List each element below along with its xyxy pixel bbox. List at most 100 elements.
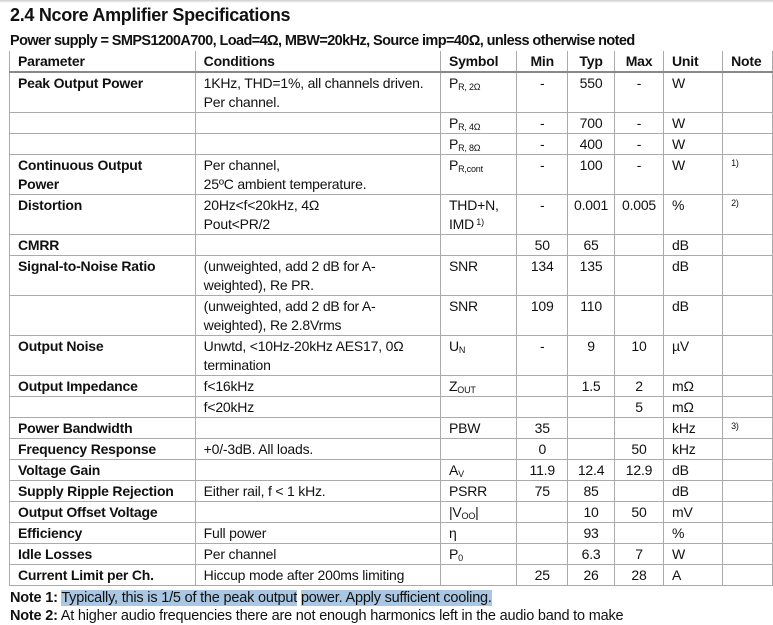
symbol-subscript: OO	[461, 511, 476, 521]
cell-parameter	[9, 112, 196, 134]
table-row: Voltage Gain AV 11.9 12.4 12.9 dB	[9, 459, 773, 481]
cell-max: 12.9	[614, 459, 665, 481]
cell-typ	[567, 396, 616, 418]
cell-max: -	[614, 112, 665, 134]
cell-typ	[567, 438, 616, 460]
symbol-text: SNR	[448, 258, 478, 274]
cell-max: 5	[614, 396, 665, 418]
table-row: Current Limit per Ch. Hiccup mode after 2…	[9, 564, 773, 586]
cell-max: 28	[614, 564, 665, 586]
cell-max: 50	[614, 501, 665, 523]
cell-conditions: +0/-3dB. All loads.	[194, 438, 441, 460]
cell-unit: mΩ	[663, 375, 724, 397]
condition-text: f<16kHz	[203, 378, 255, 394]
header-min: Min	[516, 51, 569, 73]
table-row: Output Noise Unwtd, <10Hz-20kHz AES17, 0Ω…	[9, 335, 773, 376]
condition-text: 25ºC ambient temperature.	[203, 176, 367, 192]
cell-conditions	[194, 417, 441, 439]
cell-parameter: Frequency Response	[9, 438, 196, 460]
cell-max	[614, 417, 665, 439]
table-row: Power Bandwidth PBW 35 kHz 3)	[9, 417, 773, 439]
symbol-text: P	[448, 546, 459, 562]
cell-parameter: Voltage Gain	[9, 459, 196, 481]
table-row: f<20kHz 5 mΩ	[9, 396, 773, 418]
symbol-note-ref: 1)	[474, 217, 484, 227]
cell-symbol: AV	[439, 459, 518, 481]
cell-parameter: Current Limit per Ch.	[9, 564, 196, 586]
cell-conditions: (unweighted, add 2 dB for A-weighted), R…	[194, 255, 441, 296]
cell-min: 0	[516, 438, 569, 460]
cell-conditions: 1KHz, THD=1%, all channels driven. Per c…	[194, 71, 441, 113]
cell-note	[722, 522, 773, 544]
condition-text: Per channel	[203, 546, 277, 562]
symbol-text: P	[448, 115, 459, 131]
symbol-text: A	[448, 462, 459, 478]
condition-text: Hiccup mode after 200ms limiting	[203, 567, 405, 583]
cell-min: -	[516, 194, 569, 235]
cell-typ: 110	[567, 295, 616, 336]
cell-parameter: CMRR	[9, 234, 196, 256]
cell-parameter: Output Offset Voltage	[9, 501, 196, 523]
symbol-suffix: |	[475, 504, 479, 520]
cell-conditions: Hiccup mode after 200ms limiting	[194, 564, 441, 586]
cell-unit: A	[663, 564, 724, 586]
cell-max	[614, 522, 665, 544]
cell-note: 3)	[722, 417, 773, 439]
symbol-subscript: R, 8Ω	[458, 143, 481, 153]
cell-unit: dB	[663, 480, 724, 502]
cell-note	[722, 396, 773, 418]
header-note: Note	[722, 51, 773, 73]
cell-typ: 93	[567, 522, 616, 544]
note-1-text-a: Typically, this is 1/5 of the peak outpu…	[61, 590, 298, 606]
cell-conditions	[194, 133, 441, 155]
cell-max	[614, 234, 665, 256]
condition-text: (unweighted, add 2 dB for A-weighted), R…	[203, 298, 376, 333]
cell-unit: mΩ	[663, 396, 724, 418]
table-caption: Power supply = SMPS1200A700, Load=4Ω, MB…	[10, 33, 635, 49]
condition-text: +0/-3dB. All loads.	[203, 441, 314, 457]
cell-min	[516, 396, 569, 418]
cell-unit: W	[663, 71, 724, 113]
cell-max: 50	[614, 438, 665, 460]
cell-note	[722, 375, 773, 397]
symbol-subscript: 0	[458, 553, 463, 563]
table-row: Output Offset Voltage |VOO| 10 50 mV	[9, 501, 773, 523]
cell-min	[516, 522, 569, 544]
symbol-text: THD+N, IMD	[448, 197, 499, 232]
cell-conditions: Per channel, 25ºC ambient temperature.	[194, 154, 441, 195]
symbol-subscript: R, 4Ω	[458, 122, 481, 132]
symbol-text: PSRR	[448, 483, 488, 499]
cell-parameter	[9, 396, 196, 418]
cell-note	[722, 501, 773, 523]
table-row: Distortion 20Hz<f<20kHz, 4Ω Pout<PR/2 THD+N…	[9, 194, 773, 235]
header-unit: Unit	[663, 51, 724, 73]
cell-unit: kHz	[663, 417, 724, 439]
cell-unit: %	[663, 522, 724, 544]
cell-unit: W	[663, 543, 724, 565]
cell-note	[722, 112, 773, 134]
table-row: Frequency Response +0/-3dB. All loads. 0 50…	[9, 438, 773, 460]
symbol-text: PBW	[448, 420, 481, 436]
cell-parameter	[9, 133, 196, 155]
cell-unit: dB	[663, 234, 724, 256]
cell-typ: 0.001	[567, 194, 616, 235]
cell-symbol	[439, 234, 518, 256]
condition-text: Unwtd, <10Hz-20kHz AES17, 0Ω termination	[203, 338, 404, 373]
cell-typ: 550	[567, 71, 616, 113]
cell-min: 25	[516, 564, 569, 586]
cell-parameter: Peak Output Power	[9, 71, 196, 113]
cell-typ: 12.4	[567, 459, 616, 481]
symbol-text: U	[448, 338, 459, 354]
cell-note	[722, 459, 773, 481]
cell-symbol: PR, 2Ω	[439, 71, 518, 113]
note-2: Note 2: At higher audio frequencies ther…	[9, 607, 773, 625]
cell-min: -	[516, 112, 569, 134]
cell-min: 134	[516, 255, 569, 296]
cell-symbol	[439, 438, 518, 460]
cell-min: -	[516, 335, 569, 376]
cell-symbol: SNR	[439, 255, 518, 296]
cell-max: 7	[614, 543, 665, 565]
cell-note	[722, 335, 773, 376]
cell-parameter: Supply Ripple Rejection	[9, 480, 196, 502]
cell-min	[516, 375, 569, 397]
